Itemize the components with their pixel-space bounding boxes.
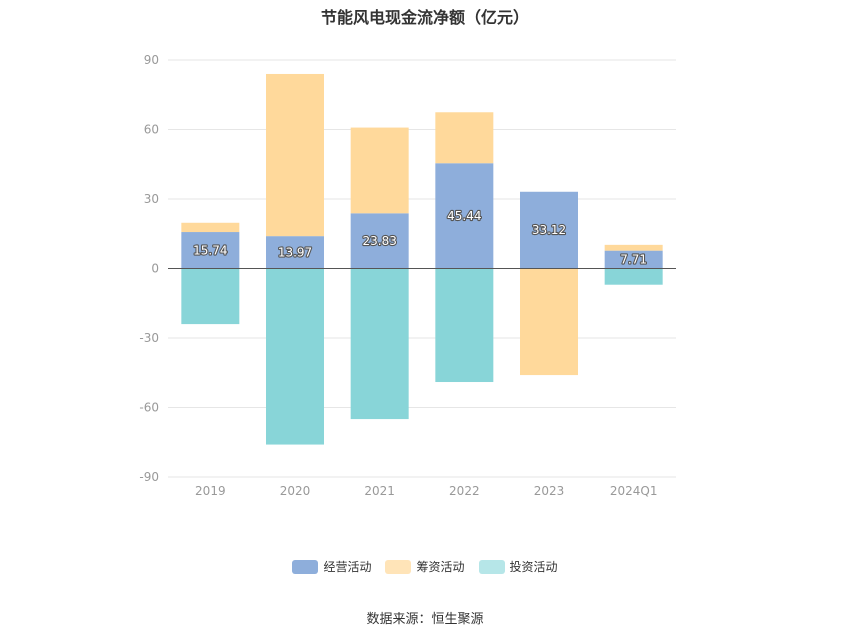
x-tick-label-3: 2022: [449, 484, 480, 498]
bar-1-0: [181, 222, 240, 233]
chart-plot: 90 60 30 0 -30 -60 -90 2019 2020 2021 2022 2023 2024…: [139, 53, 676, 498]
y-tick-label-1: 60: [144, 123, 159, 137]
bar-2-5: [604, 268, 663, 285]
bar-2-1: [266, 268, 324, 445]
bar-1-2: [350, 127, 409, 214]
y-tick-label-5: -60: [139, 401, 159, 415]
y-tick-label-4: -30: [139, 331, 159, 345]
legend-label-operating: 经营活动: [323, 560, 372, 574]
bar-1-4: [520, 268, 578, 376]
bar-0-3: [435, 163, 494, 269]
legend-swatch-operating: [292, 559, 319, 574]
data-label-0: 15.74: [193, 243, 227, 257]
legend-item-investing[interactable]: 投资活动: [478, 558, 558, 575]
bar-2-3: [435, 268, 494, 383]
chart-title: 节能风电现金流净额（亿元）: [320, 8, 529, 27]
bar-1-5: [604, 244, 663, 251]
legend-item-financing[interactable]: 筹资活动: [385, 558, 465, 575]
bar-0-2: [350, 213, 409, 269]
bar-2-2: [350, 268, 409, 420]
data-label-2: 23.83: [362, 234, 396, 248]
x-tick-label-5: 2024Q1: [610, 484, 658, 498]
bar-0-4: [520, 191, 578, 269]
data-label-1: 13.97: [278, 245, 312, 259]
data-label-5: 7.71: [620, 253, 647, 267]
y-tick-label-2: 30: [144, 192, 159, 206]
x-tick-label-1: 2020: [280, 484, 311, 498]
y-tick-label-3: 0: [151, 262, 159, 276]
data-label-3: 45.44: [447, 209, 481, 223]
x-tick-label-4: 2023: [534, 484, 565, 498]
y-tick-label-0: 90: [144, 53, 159, 67]
x-tick-label-0: 2019: [195, 484, 226, 498]
bar-0-1: [266, 236, 324, 269]
data-source: 数据来源：恒生聚源: [366, 612, 484, 627]
legend-label-financing: 筹资活动: [416, 560, 465, 574]
legend-swatch-investing: [478, 559, 505, 574]
legend-item-operating[interactable]: 经营活动: [292, 558, 371, 575]
legend-label-investing: 投资活动: [509, 560, 558, 574]
bar-0-5: [604, 250, 663, 269]
x-tick-label-2: 2021: [364, 484, 395, 498]
bar-1-1: [266, 73, 324, 237]
y-tick-label-6: -90: [139, 470, 159, 484]
legend: 经营活动 筹资活动 投资活动: [0, 558, 850, 575]
bar-1-3: [435, 112, 494, 164]
legend-swatch-financing: [385, 559, 412, 574]
data-label-4: 33.12: [532, 223, 566, 237]
bar-0-0: [181, 232, 240, 269]
bar-2-0: [181, 268, 240, 325]
